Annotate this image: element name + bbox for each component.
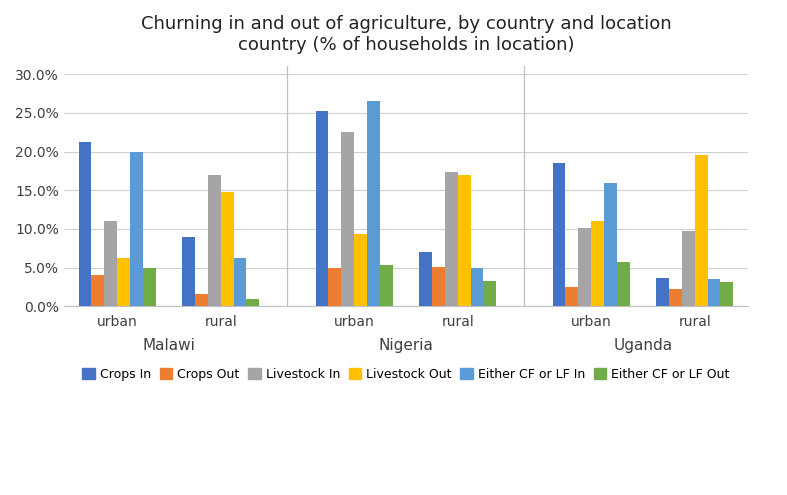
Bar bbox=[565, 287, 578, 306]
Bar bbox=[104, 221, 117, 306]
Bar bbox=[471, 268, 483, 306]
Bar bbox=[380, 264, 393, 306]
Bar bbox=[552, 163, 565, 306]
Legend: Crops In, Crops Out, Livestock In, Livestock Out, Either CF or LF In, Either CF : Crops In, Crops Out, Livestock In, Lives… bbox=[77, 363, 735, 386]
Bar bbox=[367, 101, 380, 306]
Bar bbox=[656, 278, 669, 306]
Text: Malawi: Malawi bbox=[142, 338, 195, 352]
Title: Churning in and out of agriculture, by country and location
country (% of househ: Churning in and out of agriculture, by c… bbox=[141, 15, 671, 54]
Text: Uganda: Uganda bbox=[613, 338, 673, 352]
Bar bbox=[316, 110, 328, 306]
Bar bbox=[682, 231, 695, 306]
Bar bbox=[432, 267, 445, 306]
Bar bbox=[669, 290, 682, 306]
Bar bbox=[354, 235, 367, 306]
Bar bbox=[720, 282, 733, 306]
Bar bbox=[130, 152, 142, 306]
Bar bbox=[445, 172, 458, 306]
Bar bbox=[117, 257, 130, 306]
Bar bbox=[195, 294, 208, 306]
Bar bbox=[708, 279, 720, 306]
Bar bbox=[604, 183, 617, 306]
Bar bbox=[695, 154, 708, 306]
Bar bbox=[483, 281, 497, 306]
Bar bbox=[578, 228, 591, 306]
Bar bbox=[328, 268, 342, 306]
Bar bbox=[221, 192, 234, 306]
Bar bbox=[617, 262, 630, 306]
Bar bbox=[142, 268, 156, 306]
Bar bbox=[208, 175, 221, 306]
Bar bbox=[419, 252, 432, 306]
Bar bbox=[91, 275, 104, 306]
Bar bbox=[79, 142, 91, 306]
Text: Nigeria: Nigeria bbox=[379, 338, 434, 352]
Bar bbox=[342, 132, 354, 306]
Bar bbox=[183, 237, 195, 306]
Bar bbox=[246, 298, 259, 306]
Bar bbox=[458, 175, 471, 306]
Bar bbox=[591, 221, 604, 306]
Bar bbox=[234, 257, 246, 306]
